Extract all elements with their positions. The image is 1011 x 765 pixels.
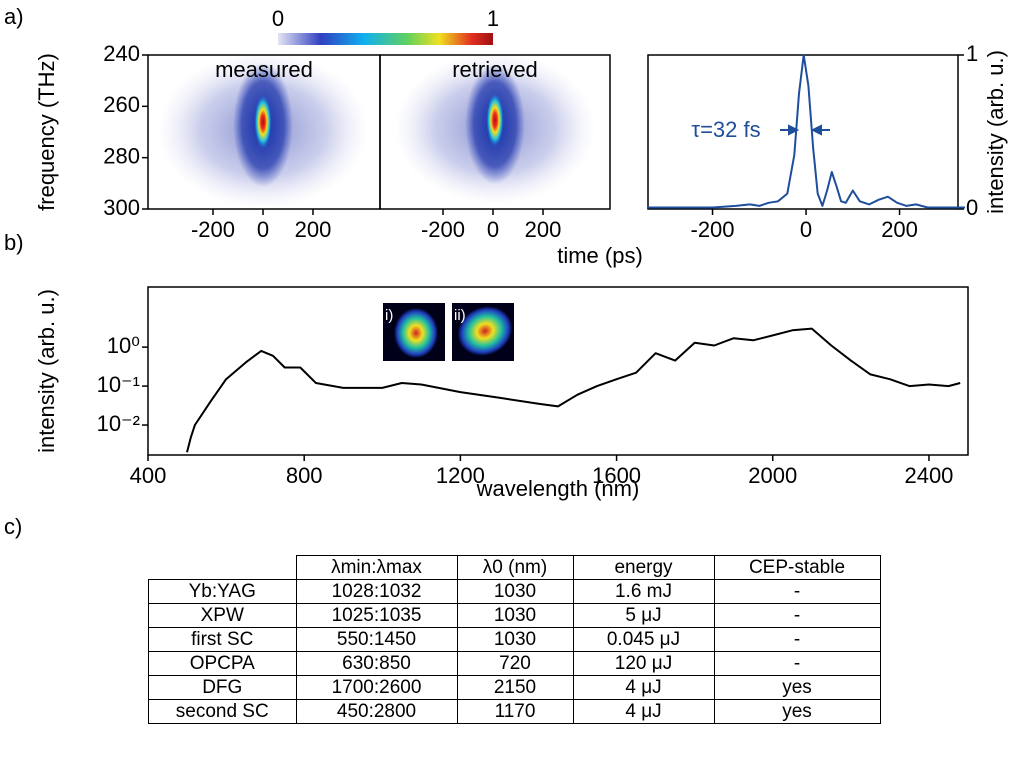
x-tick-label: 2400 [904,463,953,488]
table-row: OPCPA 630:850 720 120 μJ - [148,651,881,676]
x-tick-label: 0 [257,217,269,242]
table-cell: Yb:YAG [148,579,297,604]
table-cell: first SC [148,627,297,652]
table-cell: 1030 [456,627,574,652]
retrieved-trace [395,55,595,204]
header-cell: λ0 (nm) [456,555,574,580]
table-cell: 1025:1035 [295,603,458,628]
table-row: second SC 450:2800 1170 4 μJ yes [148,699,881,724]
table-cell: 1028:1032 [295,579,458,604]
table-cell: 1030 [456,579,574,604]
y-tick-label: 300 [103,195,140,220]
table-cell: 1.6 mJ [572,579,715,604]
table-row: Yb:YAG 1028:1032 1030 1.6 mJ - [148,579,881,604]
colorbar-label: 1 [487,6,499,31]
table-cell: 1170 [456,699,574,724]
x-axis-label: time (ps) [557,243,643,268]
table-cell: 4 μJ [572,675,715,700]
y-tick-label: 1 [966,41,978,66]
y-axis-label: intensity (arb. u.) [983,50,1008,214]
x-tick-label: 2000 [748,463,797,488]
x-tick-label: 200 [295,217,332,242]
table-cell: yes [713,699,881,724]
table-cell: - [713,579,881,604]
header-cell: CEP-stable [713,555,881,580]
y-tick-label: 10⁰ [107,333,140,358]
panel-title: retrieved [452,57,538,82]
y-tick-label: 10⁻¹ [97,372,140,397]
table-cell: OPCPA [148,651,297,676]
table-cell: - [713,651,881,676]
inset-label: i) [385,307,393,324]
table-cell: - [713,627,881,652]
x-tick-label: 200 [881,217,918,242]
y-axis-label: intensity (arb. u.) [34,289,59,453]
x-tick-label: 1200 [436,463,485,488]
table-cell: 720 [456,651,574,676]
table-cell: 5 μJ [572,603,715,628]
table-cell: 630:850 [295,651,458,676]
spec-table: λmin:λmax λ0 (nm) energy CEP-stable Yb:YAG 10… [148,555,881,724]
panel-title: measured [215,57,313,82]
x-tick-label: 0 [800,217,812,242]
table-cell: DFG [148,675,297,700]
plot-frame [147,286,969,456]
y-axis-label: frequency (THz) [34,53,59,211]
panel-label: b) [4,230,24,255]
data-line [186,327,961,453]
annotation: τ=32 fs [691,117,760,142]
header-row: λmin:λmax λ0 (nm) energy CEP-stable [148,555,881,580]
table-cell: 2150 [456,675,574,700]
header-cell: energy [572,555,715,580]
y-tick-label: 280 [103,143,140,168]
table-cell: - [713,603,881,628]
table-cell: 0.045 μJ [572,627,715,652]
plot-frame [379,54,611,210]
blank-cell [148,555,297,580]
header-cell: λmin:λmax [295,555,458,580]
colorbar [278,33,493,45]
table-cell: 4 μJ [572,699,715,724]
table: λmin:λmax λ0 (nm) energy CEP-stable Yb:YAG 10… [148,555,881,724]
x-tick-label: 800 [286,463,323,488]
x-tick-label: 1600 [592,463,641,488]
table-cell: 450:2800 [295,699,458,724]
table-cell: second SC [148,699,297,724]
table-row: DFG 1700:2600 2150 4 μJ yes [148,675,881,700]
table-row: XPW 1025:1035 1030 5 μJ - [148,603,881,628]
panel-label: a) [4,4,24,29]
x-tick-label: 0 [487,217,499,242]
colorbar-label: 0 [272,6,284,31]
panel-label: c) [4,514,22,539]
table-cell: 1030 [456,603,574,628]
x-tick-label: -200 [421,217,465,242]
data-line [647,54,965,209]
y-tick-label: 10⁻² [97,411,140,436]
y-tick-label: 0 [966,195,978,220]
x-tick-label: -200 [691,217,735,242]
y-tick-label: 240 [103,41,140,66]
table-row: first SC 550:1450 1030 0.045 μJ - [148,627,881,652]
x-tick-label: 200 [525,217,562,242]
x-tick-label: -200 [191,217,235,242]
inset-beams: i) ii) [383,303,514,361]
inset-label: ii) [454,307,466,324]
table-cell: 1700:2600 [295,675,458,700]
table-cell: yes [713,675,881,700]
x-tick-label: 400 [130,463,167,488]
x-axis-label: wavelength (nm) [476,476,640,501]
table-cell: 550:1450 [295,627,458,652]
measured-trace [158,55,368,208]
table-cell: 120 μJ [572,651,715,676]
fwhm-arrows [780,124,830,136]
table-cell: XPW [148,603,297,628]
y-tick-label: 260 [103,92,140,117]
